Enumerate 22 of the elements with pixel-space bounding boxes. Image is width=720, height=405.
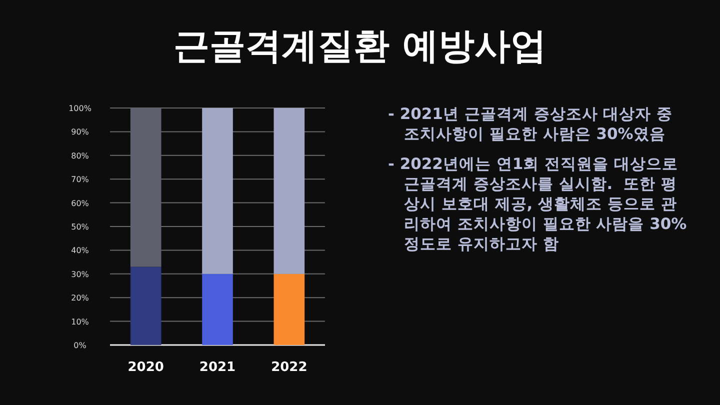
bar (202, 108, 233, 274)
y-tick-label: 20% (71, 294, 90, 303)
y-tick-label: 90% (71, 128, 90, 137)
text: - 2022년에는 연1회 전직원을 대상으로 근골격계 증상조사를 실시함. 또한 평상시 보호대 제공, 생활체조 등으로 관리하여 조치사항이 필요한 사람을 30%정도로 유지하고자 함 (388, 154, 688, 254)
bar (202, 274, 233, 345)
x-tick-label: 2022 (271, 360, 308, 375)
y-tick-label: 100% (68, 104, 92, 113)
bar (130, 266, 162, 345)
text: - 2021년 근골격계 증상조사 대상자 중 조치사항이 필요한 사람은 30%였음 (388, 104, 674, 144)
y-tick-label: 50% (71, 222, 90, 232)
y-tick-label: 40% (71, 246, 90, 256)
y-tick-label: 10% (71, 317, 90, 326)
bar (274, 108, 305, 274)
y-tick-label: 80% (71, 151, 90, 160)
y-tick-label: 30% (71, 270, 90, 279)
y-tick-label: 0% (74, 341, 87, 350)
y-tick-label: 60% (71, 198, 90, 208)
bar (274, 274, 305, 345)
x-tick-label: 2021 (199, 360, 236, 375)
y-tick-label: 70% (71, 175, 90, 184)
chart-title: 근골격계질환 예방사업 (172, 25, 548, 69)
x-tick-label: 2020 (128, 360, 164, 375)
